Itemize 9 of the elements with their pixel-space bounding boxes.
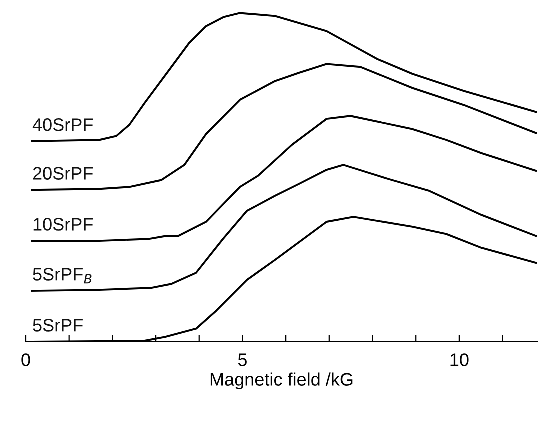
series-label: 5SrPF$_{B}$ [33, 268, 92, 284]
series-label: 20SrPF [33, 167, 93, 180]
series-label: 5SrPF [33, 319, 83, 332]
x-tick-label: 0 [22, 354, 30, 366]
x-axis-title: Magnetic field /kG [210, 372, 353, 390]
series-label: 40SrPF [32, 118, 93, 132]
x-tick-label: 10 [450, 354, 469, 366]
x-tick-label: 5 [238, 354, 247, 366]
series-label: 10SrPF [34, 218, 93, 231]
